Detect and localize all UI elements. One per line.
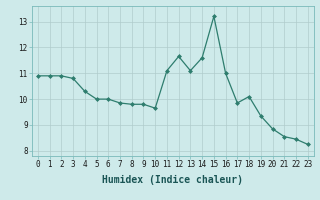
X-axis label: Humidex (Indice chaleur): Humidex (Indice chaleur) <box>102 175 243 185</box>
